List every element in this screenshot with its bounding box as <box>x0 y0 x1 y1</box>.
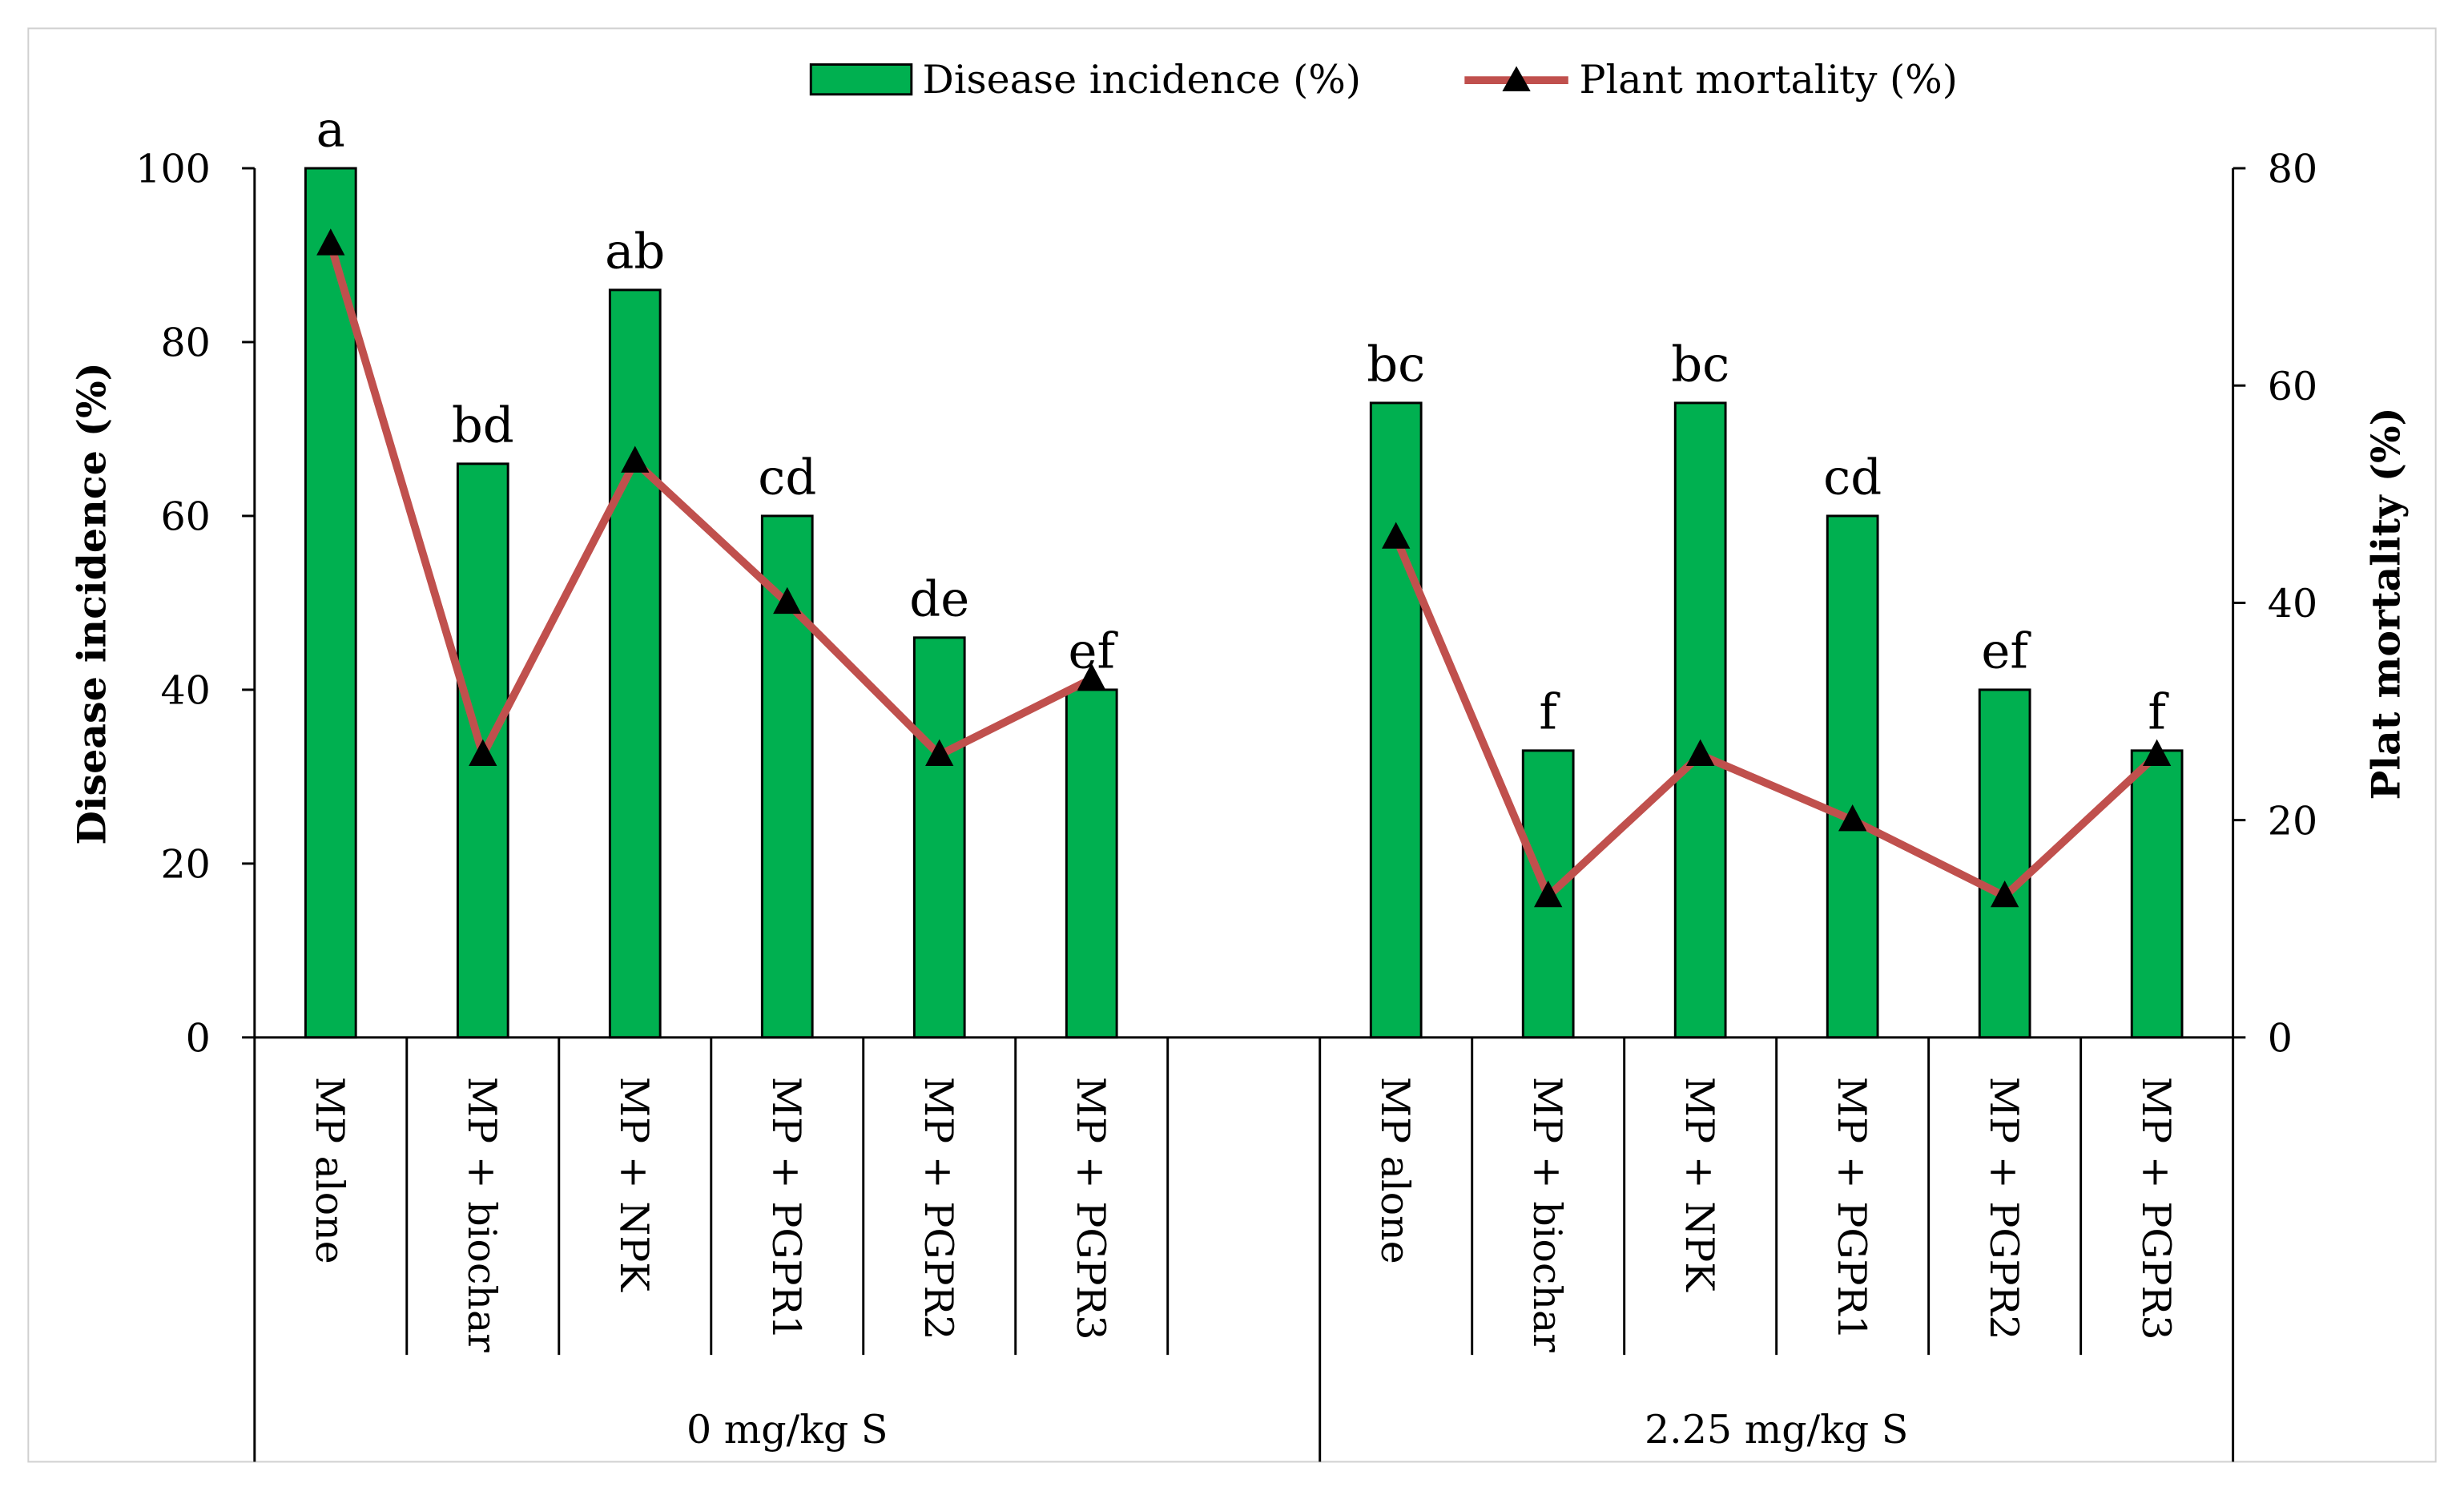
category-label: MP + PGPR3 <box>1068 1077 1114 1340</box>
mortality-marker <box>316 228 345 256</box>
y-tick-label: 80 <box>160 320 210 366</box>
group-label: 0 mg/kg S <box>686 1406 888 1453</box>
category-label: MP + PGPR2 <box>916 1077 962 1340</box>
bar <box>1978 688 2031 1039</box>
y-axis-title: Disease incidence (%) <box>68 362 115 845</box>
category-label: MP alone <box>1372 1077 1419 1264</box>
y2-tick-label: 80 <box>2268 146 2317 192</box>
bar <box>912 636 966 1039</box>
category-label: MP + NPK <box>1677 1077 1723 1292</box>
mortality-marker <box>1534 880 1563 908</box>
category-label: MP + biochar <box>459 1077 505 1352</box>
mortality-marker <box>621 445 650 473</box>
legend: Disease incidence (%) Plant mortality (%… <box>809 56 1958 103</box>
group-label: 2.25 mg/kg S <box>1645 1406 1908 1453</box>
y-tick-label: 20 <box>160 841 210 888</box>
bar <box>1065 688 1118 1039</box>
bar <box>1369 401 1423 1039</box>
y-tick-label: 0 <box>186 1015 211 1062</box>
category-label: MP + PGPR2 <box>1981 1077 2027 1340</box>
y2-tick-label: 0 <box>2268 1015 2293 1062</box>
y-tick-label: 60 <box>160 494 210 540</box>
legend-bar-swatch <box>809 63 913 96</box>
significance-letter: cd <box>758 449 816 506</box>
legend-triangle-marker <box>1502 66 1531 91</box>
bar <box>1673 401 1727 1039</box>
significance-letter: ab <box>605 224 665 280</box>
category-label: MP + biochar <box>1524 1077 1571 1352</box>
bar <box>2130 749 2184 1039</box>
mortality-marker <box>1077 663 1106 691</box>
mortality-marker <box>925 739 954 767</box>
mortality-marker <box>1382 522 1411 549</box>
mortality-line <box>327 243 1093 760</box>
mortality-marker <box>1838 804 1867 832</box>
legend-bar-label: Disease incidence (%) <box>923 56 1361 103</box>
bar <box>608 288 662 1039</box>
figure-border <box>27 27 2437 1463</box>
category-label: MP + PGPR3 <box>2133 1077 2180 1340</box>
category-label: MP + PGPR1 <box>763 1077 810 1340</box>
y2-tick-label: 40 <box>2268 580 2317 627</box>
category-label: MP + PGPR1 <box>1829 1077 1875 1340</box>
mortality-marker <box>1990 880 2019 908</box>
significance-letter: bd <box>452 397 514 453</box>
y2-tick-label: 20 <box>2268 797 2317 844</box>
significance-letter: f <box>2148 684 2169 740</box>
significance-letter: de <box>909 571 969 627</box>
y-tick-label: 40 <box>160 667 210 714</box>
mortality-marker <box>1686 739 1715 767</box>
mortality-marker <box>469 739 497 767</box>
significance-letter: ef <box>1981 623 2031 679</box>
mortality-line <box>1392 536 2160 901</box>
significance-letter: bc <box>1367 336 1425 393</box>
bar <box>1826 514 1879 1039</box>
category-label: MP + NPK <box>611 1077 658 1292</box>
category-label: MP alone <box>307 1077 353 1264</box>
mortality-marker <box>773 586 802 615</box>
significance-letter: a <box>316 103 345 159</box>
significance-letter: bc <box>1671 336 1729 393</box>
mortality-marker <box>2142 739 2172 767</box>
significance-letter: cd <box>1823 449 1882 506</box>
significance-letter: f <box>1539 684 1560 740</box>
legend-line-label: Plant mortality (%) <box>1580 56 1958 103</box>
y-tick-label: 100 <box>135 146 211 192</box>
y2-tick-label: 60 <box>2268 363 2317 409</box>
y2-axis-title: Plat mortality (%) <box>2363 407 2410 800</box>
